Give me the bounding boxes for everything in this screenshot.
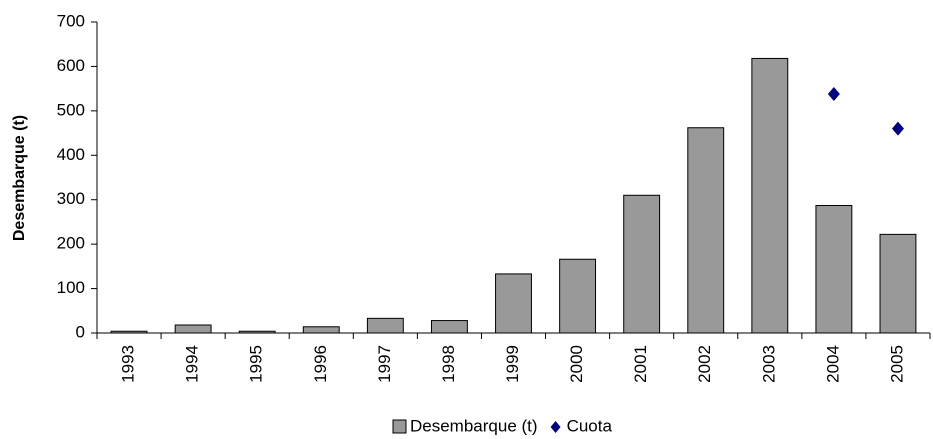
x-tick-label: 1998 bbox=[439, 345, 458, 383]
x-tick-label: 1997 bbox=[375, 345, 394, 383]
bar bbox=[302, 326, 340, 334]
bar bbox=[110, 330, 148, 334]
legend-swatch bbox=[392, 419, 407, 434]
y-axis-label: Desembarque (t) bbox=[11, 115, 28, 241]
x-tick-label: 1996 bbox=[311, 345, 330, 383]
bar bbox=[174, 324, 212, 334]
y-tick-label: 300 bbox=[57, 189, 85, 208]
bar bbox=[751, 57, 789, 334]
x-tick-label: 2001 bbox=[631, 345, 650, 383]
y-tick-label: 400 bbox=[57, 145, 85, 164]
x-tick-label: 2002 bbox=[695, 345, 714, 383]
bar bbox=[559, 258, 597, 334]
bar bbox=[623, 194, 661, 334]
x-tick-label: 1995 bbox=[247, 345, 266, 383]
y-tick-label: 0 bbox=[76, 322, 85, 341]
legend-swatch bbox=[550, 421, 561, 433]
marker bbox=[827, 86, 840, 101]
bar bbox=[430, 320, 468, 334]
x-tick-label: 2000 bbox=[567, 345, 586, 383]
x-tick-label: 2005 bbox=[887, 345, 906, 383]
x-tick-label: 1993 bbox=[119, 345, 138, 383]
bar bbox=[687, 127, 725, 334]
y-tick-label: 200 bbox=[57, 234, 85, 253]
bar bbox=[238, 330, 276, 334]
marker bbox=[891, 121, 904, 136]
bar bbox=[879, 233, 917, 334]
y-tick-label: 100 bbox=[57, 278, 85, 297]
bar bbox=[495, 273, 532, 334]
legend-label: Desembarque (t) bbox=[410, 416, 538, 435]
x-tick-label: 2004 bbox=[823, 345, 842, 383]
y-tick-label: 700 bbox=[57, 11, 85, 30]
legend-label: Cuota bbox=[567, 416, 613, 435]
x-tick-label: 1999 bbox=[503, 345, 522, 383]
bar bbox=[815, 204, 853, 334]
x-tick-label: 1994 bbox=[183, 345, 202, 383]
y-tick-label: 500 bbox=[57, 100, 85, 119]
bar bbox=[366, 317, 404, 334]
y-tick-label: 600 bbox=[57, 56, 85, 75]
x-tick-label: 2003 bbox=[759, 345, 778, 383]
